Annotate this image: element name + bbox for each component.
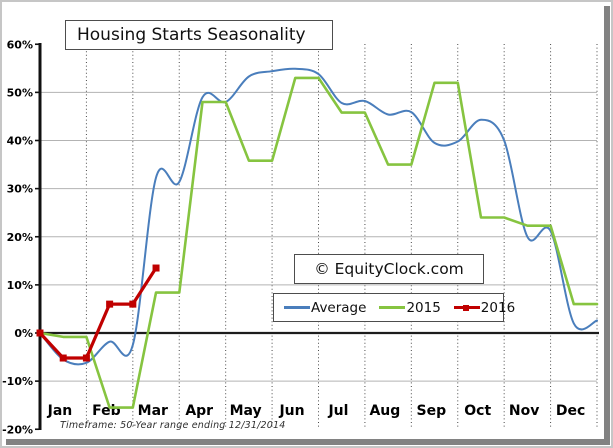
y-axis-label: 30% <box>7 183 33 196</box>
x-axis-label: Jan <box>47 403 73 419</box>
x-axis-label: Nov <box>509 403 539 419</box>
chart-title: Housing Starts Seasonality <box>77 25 306 45</box>
frame-shadow-right <box>604 6 610 445</box>
y-axis-label: 60% <box>7 38 33 51</box>
chart-title-box: Housing Starts Seasonality <box>65 20 333 50</box>
x-axis-label: Dec <box>556 403 585 419</box>
y-axis-label: 40% <box>7 135 33 148</box>
x-axis-label: May <box>230 403 262 419</box>
y-axis-label: -10% <box>2 375 33 388</box>
x-axis-label: Aug <box>369 403 400 419</box>
legend-line-2016-icon <box>453 304 480 312</box>
timeframe-note: Timeframe: 50-Year range ending 12/31/20… <box>60 420 286 431</box>
series-2016-marker <box>59 354 67 362</box>
legend-line-average-icon <box>284 304 310 312</box>
legend-item-2015: 2015 <box>379 299 441 316</box>
legend-label-average: Average <box>311 299 367 316</box>
series-line-2016 <box>38 266 158 360</box>
watermark-box: © EquityClock.com <box>294 254 484 284</box>
x-axis-label: Sep <box>416 403 446 419</box>
x-axis-label: Mar <box>138 403 168 419</box>
x-axis-label: Oct <box>464 403 491 419</box>
legend-item-average: Average <box>284 300 366 316</box>
y-axis-label: 0% <box>14 327 33 340</box>
x-axis-label: Jun <box>278 403 304 419</box>
series-2016-marker <box>106 300 114 308</box>
legend-box: Average 2015 2016 <box>273 293 515 322</box>
y-axis-label: -20% <box>2 423 33 436</box>
x-axis-label: Apr <box>185 403 213 419</box>
legend-label-2015: 2015 <box>406 299 441 316</box>
y-axis-label: 10% <box>7 279 33 292</box>
frame-shadow-bottom <box>6 439 610 445</box>
x-axis-label: Feb <box>92 403 121 419</box>
series-line-2015 <box>38 76 599 409</box>
series-2016-marker <box>129 300 137 308</box>
series-2016-marker <box>82 354 90 362</box>
y-axis-label: 50% <box>7 86 33 99</box>
x-axis-label: Jul <box>327 403 348 419</box>
series-2016-marker <box>152 264 160 272</box>
series-2016-marker <box>36 329 44 337</box>
legend-line-2015-icon <box>379 304 406 312</box>
legend-label-2016: 2016 <box>480 299 516 316</box>
watermark-text: © EquityClock.com <box>314 260 464 278</box>
legend-item-2016: 2016 <box>453 299 516 316</box>
series-line-average <box>39 67 598 366</box>
y-axis-label: 20% <box>7 231 33 244</box>
